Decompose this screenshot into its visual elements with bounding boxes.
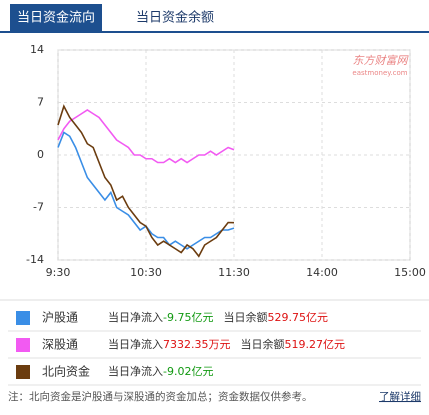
y-tick-label: 7 <box>37 96 44 109</box>
x-tick-label: 15:00 <box>394 266 426 279</box>
balance-label: 当日余额 <box>241 337 285 351</box>
summary-text: 当日净流入-9.02亿元 <box>108 364 213 378</box>
legend-swatch <box>16 338 30 352</box>
balance-label: 当日余额 <box>223 310 267 324</box>
active-tab[interactable] <box>10 4 102 31</box>
x-tick-label: 9:30 <box>46 266 71 279</box>
series-line <box>57 104 235 258</box>
y-tick-label: 0 <box>37 148 44 161</box>
balance-value: 529.75亿元 <box>267 311 328 324</box>
balance-value: 519.27亿元 <box>285 338 346 351</box>
net-label: 当日净流入 <box>108 310 163 324</box>
y-tick-label: -7 <box>33 201 44 214</box>
summary-text: 当日净流入7332.35万元 当日余额519.27亿元 <box>108 337 345 351</box>
x-tick-label: 14:00 <box>306 266 338 279</box>
legend-name: 沪股通 <box>42 311 78 325</box>
tab[interactable]: 当日资金流向 <box>17 10 95 26</box>
legend-name: 深股通 <box>42 338 78 352</box>
legend-swatch <box>16 311 30 325</box>
x-tick-label: 10:30 <box>130 266 162 279</box>
tab[interactable]: 当日资金余额 <box>136 10 214 26</box>
net-label: 当日净流入 <box>108 364 163 378</box>
net-value: -9.75亿元 <box>163 311 213 324</box>
footnote: 注：北向资金是沪股通与深股通的资金加总；资金数据仅供参考。 <box>8 390 313 403</box>
watermark: 东方财富网 <box>353 54 410 67</box>
watermark: eastmoney.com <box>352 69 407 77</box>
series-line <box>57 109 235 164</box>
y-tick-label: -14 <box>26 253 44 266</box>
legend-swatch <box>16 365 30 379</box>
x-tick-label: 11:30 <box>218 266 250 279</box>
net-label: 当日净流入 <box>108 337 163 351</box>
net-value: 7332.35万元 <box>163 338 231 351</box>
footnote-link[interactable]: 了解详细 <box>379 390 421 403</box>
net-value: -9.02亿元 <box>163 365 213 378</box>
y-tick-label: 14 <box>30 43 44 56</box>
legend-name: 北向资金 <box>42 364 90 379</box>
summary-text: 当日净流入-9.75亿元 当日余额529.75亿元 <box>108 310 328 324</box>
